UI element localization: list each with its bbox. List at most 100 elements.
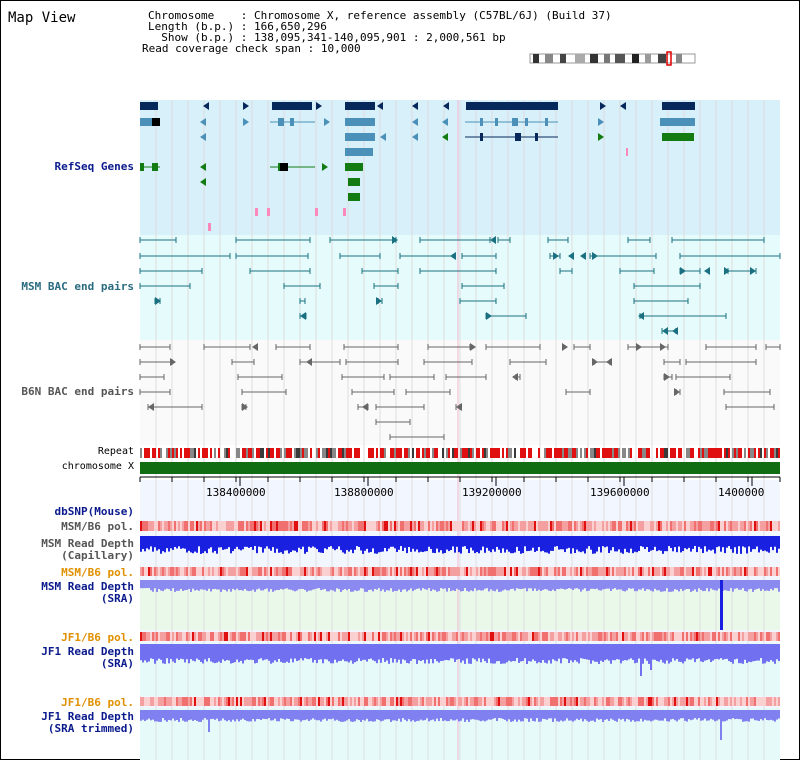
msm-capillary-depth (310, 536, 312, 548)
label-msm-pol[interactable]: MSM/B6 pol. (61, 520, 134, 533)
jf1-pol2-mark (638, 697, 640, 706)
jf1-trim-depth (460, 710, 462, 721)
jf1-pol-mark (620, 632, 622, 641)
msm-pol-mark (364, 521, 366, 531)
msm-sra-depth (526, 580, 528, 592)
jf1-trim-depth (700, 710, 702, 721)
msm-pol-mark (358, 521, 360, 531)
jf1-pol2-mark (206, 697, 208, 706)
repeat-mark (460, 448, 462, 458)
msm-capillary-depth (516, 536, 518, 547)
jf1-sra-depth (634, 644, 636, 664)
jf1-trim-depth (336, 710, 338, 720)
jf1-pol2-mark (264, 697, 266, 706)
msm-pol2-mark (460, 567, 462, 576)
label-refseq-genes[interactable]: RefSeq Genes (54, 160, 134, 173)
repeat-mark (726, 448, 728, 458)
repeat-mark (354, 448, 356, 458)
msm-pol2-mark (358, 567, 360, 576)
jf1-trim-depth (514, 710, 516, 720)
gene-exon (525, 118, 528, 126)
jf1-pol-mark (576, 632, 578, 641)
jf1-trim-depth (758, 710, 760, 721)
jf1-sra-depth (294, 644, 296, 659)
jf1-sra-depth (332, 644, 334, 664)
msm-pol2-mark (400, 567, 402, 576)
msm-capillary-depth (164, 536, 166, 553)
msm-sra-depth (752, 580, 754, 592)
jf1-trim-depth (662, 710, 664, 721)
msm-pol-mark (368, 521, 370, 531)
jf1-sra-depth (284, 644, 286, 663)
gene-exon (280, 163, 288, 171)
jf1-trim-depth (636, 710, 638, 722)
jf1-pol-mark (594, 632, 596, 641)
msm-sra-depth (220, 580, 222, 592)
jf1-pol2-mark (176, 697, 178, 706)
jf1-pol-mark (200, 632, 202, 641)
label-msm-bac[interactable]: MSM BAC end pairs (21, 280, 134, 293)
jf1-sra-depth (208, 644, 210, 659)
jf1-pol2-mark (334, 697, 336, 706)
jf1-trim-depth (296, 710, 298, 720)
jf1-pol-mark (724, 632, 726, 641)
label-jf1-depth[interactable]: JF1 Read Depth (SRA) (41, 645, 134, 670)
msm-pol-mark (294, 521, 296, 531)
jf1-sra-depth (336, 644, 338, 663)
label-b6n-bac[interactable]: B6N BAC end pairs (21, 385, 134, 398)
repeat-mark (486, 448, 488, 458)
jf1-pol2-mark (728, 697, 730, 706)
msm-capillary-depth (358, 536, 360, 547)
msm-sra-depth (594, 580, 596, 590)
jf1-trim-depth (688, 710, 690, 720)
msm-capillary-depth (150, 536, 152, 547)
jf1-sra-depth (212, 644, 214, 663)
label-msm-depth-sra[interactable]: MSM Read Depth (SRA) (41, 580, 134, 605)
msm-pol-mark (318, 521, 320, 531)
label-jf1-pol-2[interactable]: JF1/B6 pol. (61, 696, 134, 709)
msm-pol2-mark (596, 567, 598, 576)
jf1-sra-depth (756, 644, 758, 661)
label-msm-pol-2[interactable]: MSM/B6 pol. (61, 566, 134, 579)
jf1-pol2-mark (764, 697, 766, 706)
jf1-sra-depth (452, 644, 454, 659)
jf1-sra-depth (456, 644, 458, 660)
msm-sra-depth (246, 580, 248, 591)
jf1-pol-mark (498, 632, 500, 641)
jf1-trim-depth (702, 710, 704, 721)
jf1-pol2-mark (452, 697, 454, 706)
msm-sra-depth (188, 580, 190, 589)
msm-capillary-depth (270, 536, 272, 551)
msm-pol2-mark (452, 567, 454, 576)
msm-pol2-mark (434, 567, 436, 576)
jf1-trim-depth (502, 710, 504, 719)
jf1-sra-depth (232, 644, 234, 663)
label-dbsnp[interactable]: dbSNP(Mouse) (54, 505, 134, 518)
msm-capillary-depth (254, 536, 256, 547)
jf1-pol2-mark (246, 697, 248, 706)
jf1-pol2-mark (548, 697, 550, 706)
msm-capillary-depth (776, 536, 778, 553)
jf1-sra-depth (678, 644, 680, 662)
jf1-pol2-mark (600, 697, 602, 706)
repeat-mark (370, 448, 372, 458)
jf1-sra-depth (500, 644, 502, 664)
jf1-sra-depth (732, 644, 734, 664)
msm-pol-mark (562, 521, 564, 531)
label-jf1-trim[interactable]: JF1 Read Depth (SRA trimmed) (41, 710, 134, 735)
b6n-bac-arrow (562, 343, 568, 351)
jf1-pol-mark (376, 632, 378, 641)
jf1-sra-depth (594, 644, 596, 662)
jf1-sra-depth (766, 644, 768, 662)
msm-pol2-mark (756, 567, 758, 576)
label-msm-depth-cap[interactable]: MSM Read Depth (Capillary) (41, 537, 134, 562)
msm-sra-depth (366, 580, 368, 592)
msm-sra-depth (732, 580, 734, 592)
label-jf1-pol[interactable]: JF1/B6 pol. (61, 631, 134, 644)
jf1-trim-depth (726, 710, 728, 721)
msm-capillary-depth (188, 536, 190, 551)
msm-pol-mark (512, 521, 514, 531)
jf1-trim-depth (548, 710, 550, 719)
jf1-pol2-mark (494, 697, 496, 706)
